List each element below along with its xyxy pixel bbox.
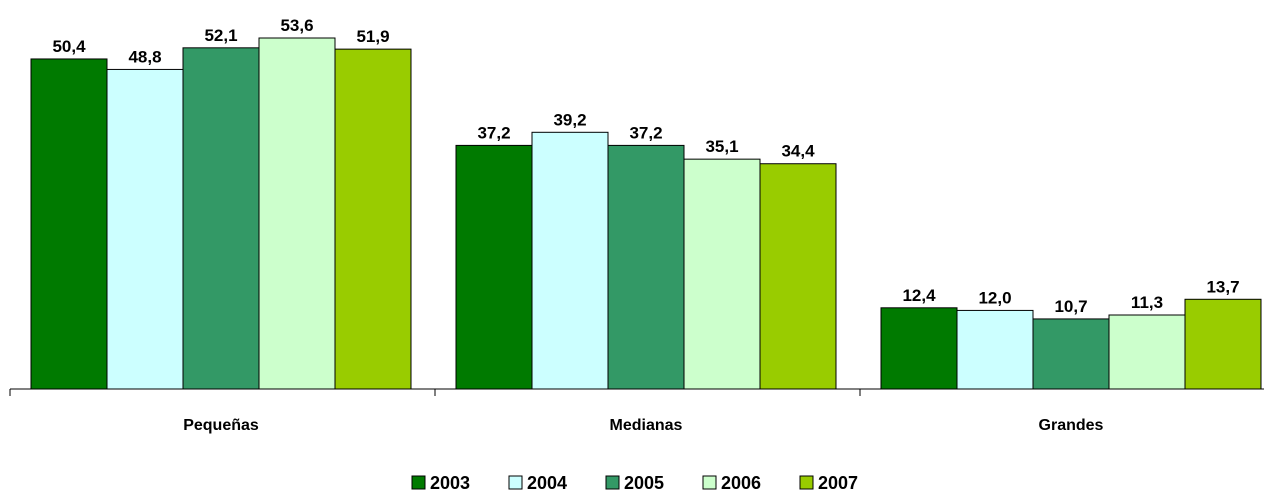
bar-grandes-2006 bbox=[1108, 314, 1186, 390]
bar-medianas-2003 bbox=[455, 144, 533, 390]
legend-swatch-2007 bbox=[799, 475, 814, 490]
legend-swatch-2006 bbox=[702, 475, 717, 490]
value-label-grandes-2005: 10,7 bbox=[1054, 297, 1087, 316]
value-label-pequeñas-2006: 53,6 bbox=[280, 16, 313, 35]
value-label-grandes-2004: 12,0 bbox=[978, 288, 1011, 307]
legend-swatch-2003 bbox=[411, 475, 426, 490]
legend-label-2005: 2005 bbox=[624, 473, 664, 493]
legend-swatch-2005 bbox=[605, 475, 620, 490]
bar-medianas-2006 bbox=[683, 158, 761, 390]
bar-grandes-2004 bbox=[956, 309, 1034, 390]
bar-grandes-2005 bbox=[1032, 318, 1110, 390]
category-label-grandes: Grandes bbox=[1039, 417, 1104, 434]
bar-pequeñas-2003 bbox=[30, 58, 108, 390]
value-label-medianas-2006: 35,1 bbox=[705, 137, 738, 156]
legend-swatch-2004 bbox=[508, 475, 523, 490]
value-label-pequeñas-2007: 51,9 bbox=[356, 27, 389, 46]
bar-grandes-2003 bbox=[880, 307, 958, 390]
legend-label-2004: 2004 bbox=[527, 473, 567, 493]
value-label-medianas-2004: 39,2 bbox=[553, 110, 586, 129]
legend-label-2007: 2007 bbox=[818, 473, 858, 493]
bar-pequeñas-2004 bbox=[106, 68, 184, 390]
legend: 2003 2004 2005 2006 2007 bbox=[411, 473, 858, 493]
value-label-medianas-2005: 37,2 bbox=[629, 123, 662, 142]
category-label-pequeñas: Pequeñas bbox=[183, 417, 259, 434]
category-label-medianas: Medianas bbox=[610, 417, 683, 434]
legend-label-2003: 2003 bbox=[430, 473, 470, 493]
value-label-pequeñas-2005: 52,1 bbox=[204, 26, 237, 45]
value-label-grandes-2006: 11,3 bbox=[1131, 293, 1163, 312]
bar-pequeñas-2005 bbox=[182, 47, 260, 390]
value-labels-layer: 50,4 48,8 52,1 53,6 51,9 37,2 39,2 37,2 35,1 34,4… bbox=[52, 16, 1239, 316]
bar-grandes-2007 bbox=[1184, 298, 1262, 390]
bar-medianas-2005 bbox=[607, 144, 685, 390]
legend-label-2006: 2006 bbox=[721, 473, 761, 493]
value-label-pequeñas-2004: 48,8 bbox=[128, 47, 161, 66]
bars-layer bbox=[30, 37, 1262, 390]
value-label-medianas-2003: 37,2 bbox=[477, 123, 510, 142]
value-label-grandes-2003: 12,4 bbox=[902, 286, 936, 305]
value-label-medianas-2007: 34,4 bbox=[781, 142, 815, 161]
value-label-grandes-2007: 13,7 bbox=[1206, 277, 1239, 296]
bar-pequeñas-2006 bbox=[258, 37, 336, 390]
value-label-pequeñas-2003: 50,4 bbox=[52, 37, 86, 56]
bar-pequeñas-2007 bbox=[334, 48, 412, 390]
bar-medianas-2004 bbox=[531, 131, 609, 390]
bar-medianas-2007 bbox=[759, 163, 837, 390]
x-axis: Pequeñas Medianas Grandes bbox=[9, 388, 1264, 434]
